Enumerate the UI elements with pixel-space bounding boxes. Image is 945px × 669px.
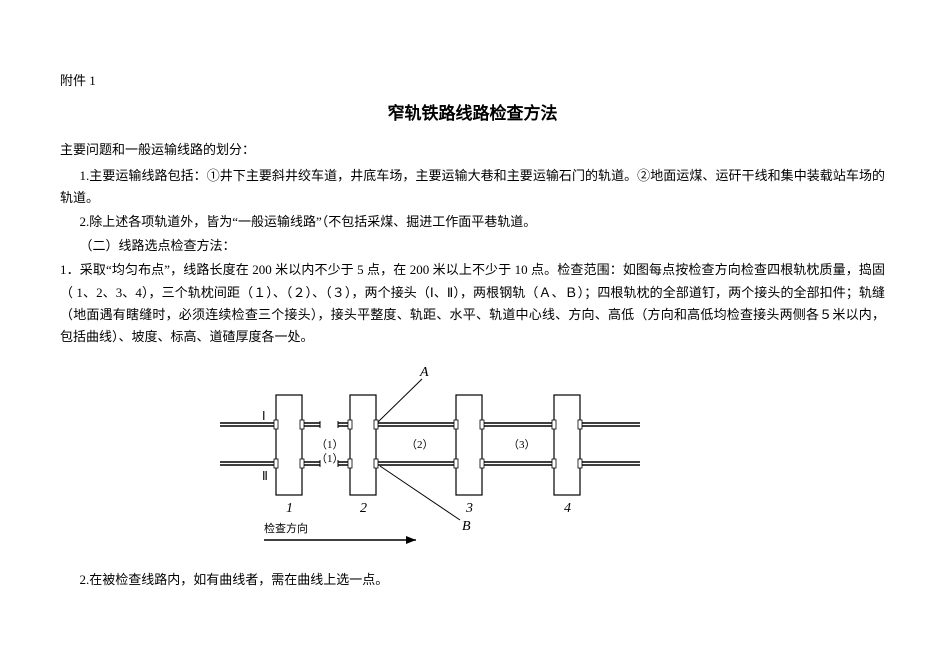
svg-text:检查方向: 检查方向: [264, 521, 308, 535]
svg-text:B: B: [462, 519, 471, 534]
attachment-label: 附件 1: [60, 70, 885, 92]
svg-text:（3）: （3）: [508, 438, 536, 451]
svg-text:（2）: （2）: [406, 438, 434, 451]
paragraph-3: 1．采取“均匀布点”，线路长度在 200 米以内不少于 5 点，在 200 米以…: [60, 259, 885, 347]
svg-text:2: 2: [360, 501, 367, 516]
svg-text:（1）: （1）: [316, 438, 344, 451]
svg-text:4: 4: [564, 501, 571, 516]
svg-text:A: A: [419, 365, 429, 380]
svg-text:Ⅰ: Ⅰ: [262, 409, 266, 423]
track-diagram: （1） （2） （3） （1） Ⅰ Ⅱ A B 1 2 3 4 检查方向: [220, 362, 640, 552]
diagram-container: （1） （2） （3） （1） Ⅰ Ⅱ A B 1 2 3 4 检查方向: [220, 362, 640, 559]
paragraph-2: 2.除上述各项轨道外，皆为“一般运输线路”（不包括采煤、掘进工作面平巷轨道。: [60, 211, 885, 233]
paragraph-4: 2.在被检查线路内，如有曲线者，需在曲线上选一点。: [60, 569, 885, 591]
paragraph-1: 1.主要运输线路包括：①井下主要斜井绞车道，井底车场，主要运输大巷和主要运输石门…: [60, 165, 885, 209]
document-page: 附件 1 窄轨铁路线路检查方法 主要问题和一般运输线路的划分： 1.主要运输线路…: [0, 0, 945, 611]
svg-text:Ⅱ: Ⅱ: [262, 469, 268, 483]
svg-text:1: 1: [286, 501, 293, 516]
heading-main: 主要问题和一般运输线路的划分：: [60, 139, 885, 161]
svg-text:（1）: （1）: [316, 452, 344, 465]
document-title: 窄轨铁路线路检查方法: [60, 100, 885, 129]
subheading-2: （二）线路选点检查方法：: [60, 235, 885, 257]
svg-text:3: 3: [465, 501, 473, 516]
